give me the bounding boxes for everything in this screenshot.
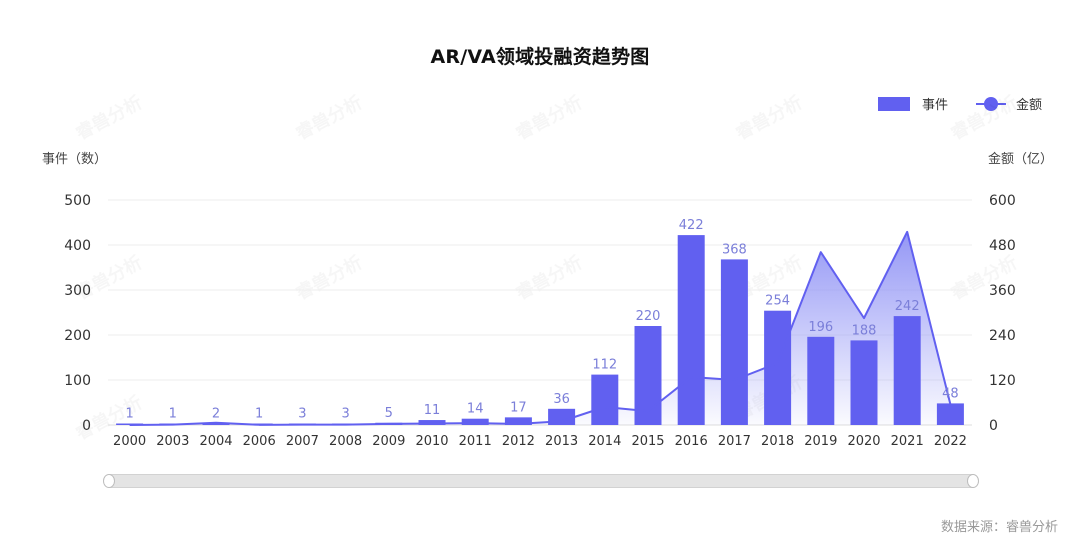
- bar-2022[interactable]: [936, 403, 964, 425]
- line-marker-icon: [975, 96, 1006, 111]
- svg-text:睿兽分析: 睿兽分析: [292, 91, 366, 144]
- svg-text:422: 422: [679, 218, 704, 233]
- svg-text:120: 120: [989, 373, 1016, 389]
- svg-text:2013: 2013: [545, 434, 578, 449]
- svg-text:2006: 2006: [243, 434, 276, 449]
- svg-text:2011: 2011: [459, 434, 492, 449]
- svg-text:11: 11: [424, 403, 441, 418]
- svg-text:254: 254: [765, 294, 790, 309]
- svg-text:2021: 2021: [891, 434, 924, 449]
- svg-text:48: 48: [942, 386, 959, 401]
- bar-2011[interactable]: [461, 418, 489, 425]
- svg-text:2014: 2014: [588, 434, 621, 449]
- right-axis-name: 金额（亿）: [988, 152, 1054, 167]
- svg-text:240: 240: [989, 328, 1016, 344]
- bar-2021[interactable]: [893, 316, 921, 425]
- svg-text:196: 196: [808, 320, 833, 335]
- svg-text:睿兽分析: 睿兽分析: [512, 251, 586, 304]
- svg-text:188: 188: [852, 323, 877, 338]
- svg-text:5: 5: [385, 406, 393, 421]
- bar-2020[interactable]: [850, 340, 878, 425]
- bar-2015[interactable]: [634, 326, 662, 425]
- left-axis-ticks: 0 100 200 300 400 500: [64, 193, 91, 434]
- bar-2012[interactable]: [504, 417, 532, 425]
- svg-text:0: 0: [989, 418, 998, 434]
- svg-text:0: 0: [82, 418, 91, 434]
- svg-text:2004: 2004: [199, 434, 232, 449]
- svg-text:2000: 2000: [113, 434, 146, 449]
- data-zoom-slider[interactable]: [103, 474, 979, 488]
- svg-text:睿兽分析: 睿兽分析: [512, 91, 586, 144]
- svg-text:2: 2: [212, 407, 220, 422]
- svg-text:睿兽分析: 睿兽分析: [72, 91, 146, 144]
- bar-2017[interactable]: [720, 259, 748, 425]
- svg-text:2022: 2022: [934, 434, 967, 449]
- svg-text:2007: 2007: [286, 434, 319, 449]
- chart-title: AR/VA领域投融资趋势图: [430, 46, 650, 68]
- svg-text:2003: 2003: [156, 434, 189, 449]
- x-axis-labels: 2000 2003 2004 2006 2007 2008 2009 2010 2011 2012…: [113, 434, 967, 449]
- svg-text:360: 360: [989, 283, 1016, 299]
- legend-item-amount[interactable]: 金额: [975, 94, 1042, 113]
- data-source: 数据来源：睿兽分析: [940, 520, 1058, 535]
- svg-text:2015: 2015: [631, 434, 664, 449]
- legend-label-amount: 金额: [1015, 98, 1042, 113]
- svg-text:220: 220: [636, 309, 661, 324]
- zoom-start-handle[interactable]: [103, 474, 115, 488]
- svg-text:睿兽分析: 睿兽分析: [732, 91, 806, 144]
- legend-item-events[interactable]: 事件: [877, 94, 948, 113]
- right-axis-ticks: 0 120 240 360 480 600: [989, 193, 1016, 434]
- svg-text:300: 300: [64, 283, 91, 299]
- svg-text:睿兽分析: 睿兽分析: [292, 251, 366, 304]
- chart-legend: 事件 金额: [850, 94, 1042, 113]
- amount-line: [129, 230, 952, 426]
- svg-text:2017: 2017: [718, 434, 751, 449]
- svg-text:1: 1: [125, 407, 133, 422]
- bar-2018[interactable]: [764, 310, 792, 425]
- svg-text:480: 480: [989, 238, 1016, 254]
- svg-text:2010: 2010: [415, 434, 448, 449]
- svg-text:2020: 2020: [847, 434, 880, 449]
- bar-2016[interactable]: [677, 235, 705, 425]
- svg-text:2018: 2018: [761, 434, 794, 449]
- svg-text:600: 600: [989, 193, 1016, 209]
- svg-text:14: 14: [467, 402, 484, 417]
- svg-text:200: 200: [64, 328, 91, 344]
- svg-text:242: 242: [895, 299, 920, 314]
- bar-2014[interactable]: [591, 374, 619, 425]
- svg-text:17: 17: [510, 400, 527, 415]
- svg-text:1: 1: [169, 407, 177, 422]
- svg-text:1: 1: [255, 407, 263, 422]
- svg-text:3: 3: [298, 407, 306, 422]
- svg-text:36: 36: [553, 392, 570, 407]
- legend-label-events: 事件: [921, 98, 948, 113]
- svg-text:368: 368: [722, 242, 747, 257]
- svg-text:2008: 2008: [329, 434, 362, 449]
- svg-text:112: 112: [592, 358, 617, 373]
- left-axis-name: 事件（数）: [42, 152, 108, 167]
- svg-text:100: 100: [64, 373, 91, 389]
- svg-text:500: 500: [64, 193, 91, 209]
- bar-swatch-icon: [877, 96, 910, 111]
- svg-text:2009: 2009: [372, 434, 405, 449]
- svg-text:2019: 2019: [804, 434, 837, 449]
- svg-text:2016: 2016: [675, 434, 708, 449]
- svg-text:3: 3: [341, 407, 349, 422]
- svg-text:400: 400: [64, 238, 91, 254]
- bar-2019[interactable]: [807, 336, 835, 425]
- svg-text:2012: 2012: [502, 434, 535, 449]
- svg-text:睿兽分析: 睿兽分析: [947, 91, 1021, 144]
- bar-2004[interactable]: [202, 423, 230, 426]
- zoom-end-handle[interactable]: [967, 474, 979, 488]
